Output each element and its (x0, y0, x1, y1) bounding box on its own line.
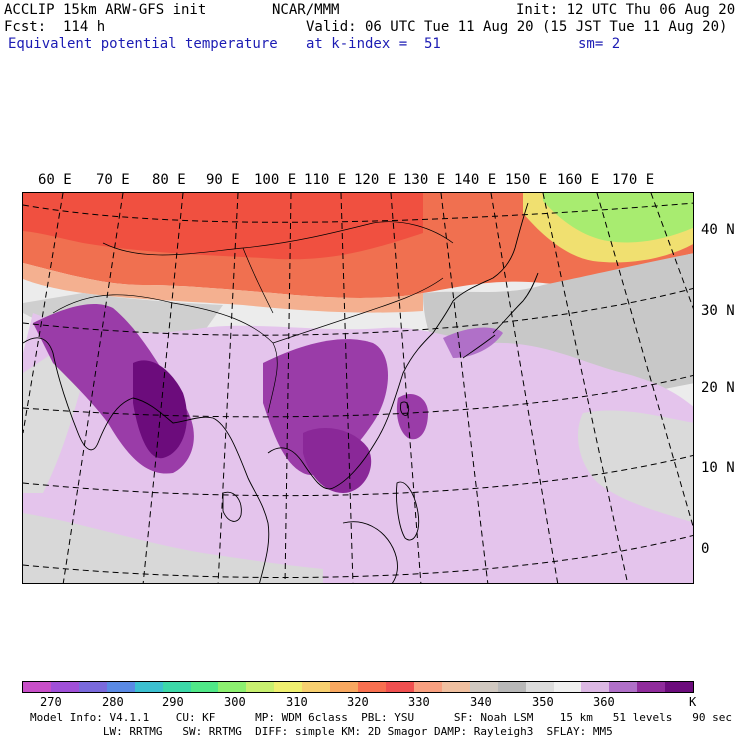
colorbar-tick-label: 330 (408, 695, 430, 709)
dry-patch-south (23, 513, 323, 583)
smoothing-label: sm= 2 (578, 36, 621, 52)
colorbar-swatch (609, 682, 638, 692)
lat-label: 20 N (701, 380, 735, 396)
lon-label: 150 E (505, 172, 548, 188)
colorbar-tick-label: 290 (162, 695, 184, 709)
max-core-bay-bengal (133, 360, 187, 459)
lon-label: 100 E (254, 172, 297, 188)
valid-time: Valid: 06 UTC Tue 11 Aug 20 (15 JST Tue … (306, 19, 728, 35)
colorbar-tick-label: 300 (224, 695, 246, 709)
colorbar-swatch (274, 682, 303, 692)
colorbar-swatch (441, 682, 470, 692)
graticule (23, 193, 693, 583)
colorbar-unit: K (689, 695, 697, 709)
colorbar-swatch (525, 682, 554, 692)
colorbar-tick-label: 350 (532, 695, 554, 709)
lat-label: 10 N (701, 460, 735, 476)
lon-label: 140 E (454, 172, 497, 188)
colorbar-tick-label: 280 (102, 695, 124, 709)
model-info-line2: LW: RRTMG SW: RRTMG DIFF: simple KM: 2D … (30, 725, 613, 738)
model-title: ACCLIP 15km ARW-GFS init (4, 2, 207, 18)
country-borders (52, 221, 454, 414)
model-info-line1: Model Info: V4.1.1 CU: KF MP: WDM 6class… (30, 711, 732, 724)
colorbar-swatch (106, 682, 135, 692)
theta-e-map (23, 193, 693, 583)
high-theta-e-taiwan (396, 393, 428, 440)
colorbar-tick-label: 360 (593, 695, 615, 709)
forecast-hour: Fcst: 114 h (4, 19, 106, 35)
colorbar-swatch (246, 682, 275, 692)
coastlines (23, 202, 539, 583)
lon-label: 120 E (354, 172, 397, 188)
colorbar-tick-label: 320 (347, 695, 369, 709)
colorbar-swatch (385, 682, 414, 692)
map-panel (22, 192, 694, 584)
dry-patch-arabian-sea (23, 350, 82, 493)
colorbar-swatch (23, 682, 51, 692)
colorbar-swatch (190, 682, 219, 692)
colorbar-swatch (134, 682, 163, 692)
colorbar-tick-label: 310 (286, 695, 308, 709)
colorbar-swatch (553, 682, 582, 692)
colorbar-swatch (665, 682, 694, 692)
field-name: Equivalent potential temperature (8, 36, 278, 52)
colorbar-swatch (469, 682, 498, 692)
org-label: NCAR/MMM (272, 2, 340, 18)
colorbar-swatch (358, 682, 386, 692)
colorbar-tick-label: 270 (40, 695, 62, 709)
color-scale-bar (22, 681, 694, 693)
lon-label: 160 E (557, 172, 600, 188)
colorbar-swatch (78, 682, 107, 692)
colorbar-swatch (581, 682, 610, 692)
colorbar-swatch (50, 682, 79, 692)
colorbar-swatch (162, 682, 191, 692)
level-label: at k-index = 51 (306, 36, 441, 52)
transition-fringe (23, 263, 423, 313)
lon-label: 130 E (403, 172, 446, 188)
lon-label: 80 E (152, 172, 186, 188)
lat-label: 30 N (701, 303, 735, 319)
colorbar-swatch (637, 682, 666, 692)
dry-patch-pacific (578, 410, 693, 523)
colorbar-swatch (497, 682, 526, 692)
lon-label: 70 E (96, 172, 130, 188)
lat-label: 40 N (701, 222, 735, 238)
warm-core-north (23, 193, 423, 260)
lon-label: 60 E (38, 172, 72, 188)
colorbar-swatch (413, 682, 442, 692)
lon-label: 90 E (206, 172, 240, 188)
init-time: Init: 12 UTC Thu 06 Aug 20 (516, 2, 736, 18)
colorbar-swatch (218, 682, 247, 692)
colorbar-swatch (330, 682, 359, 692)
lon-label: 170 E (612, 172, 655, 188)
colorbar-tick-label: 340 (470, 695, 492, 709)
lon-label: 110 E (304, 172, 347, 188)
high-theta-e-scs (303, 428, 372, 493)
colorbar-swatch (302, 682, 331, 692)
lat-label: 0 (701, 541, 710, 557)
